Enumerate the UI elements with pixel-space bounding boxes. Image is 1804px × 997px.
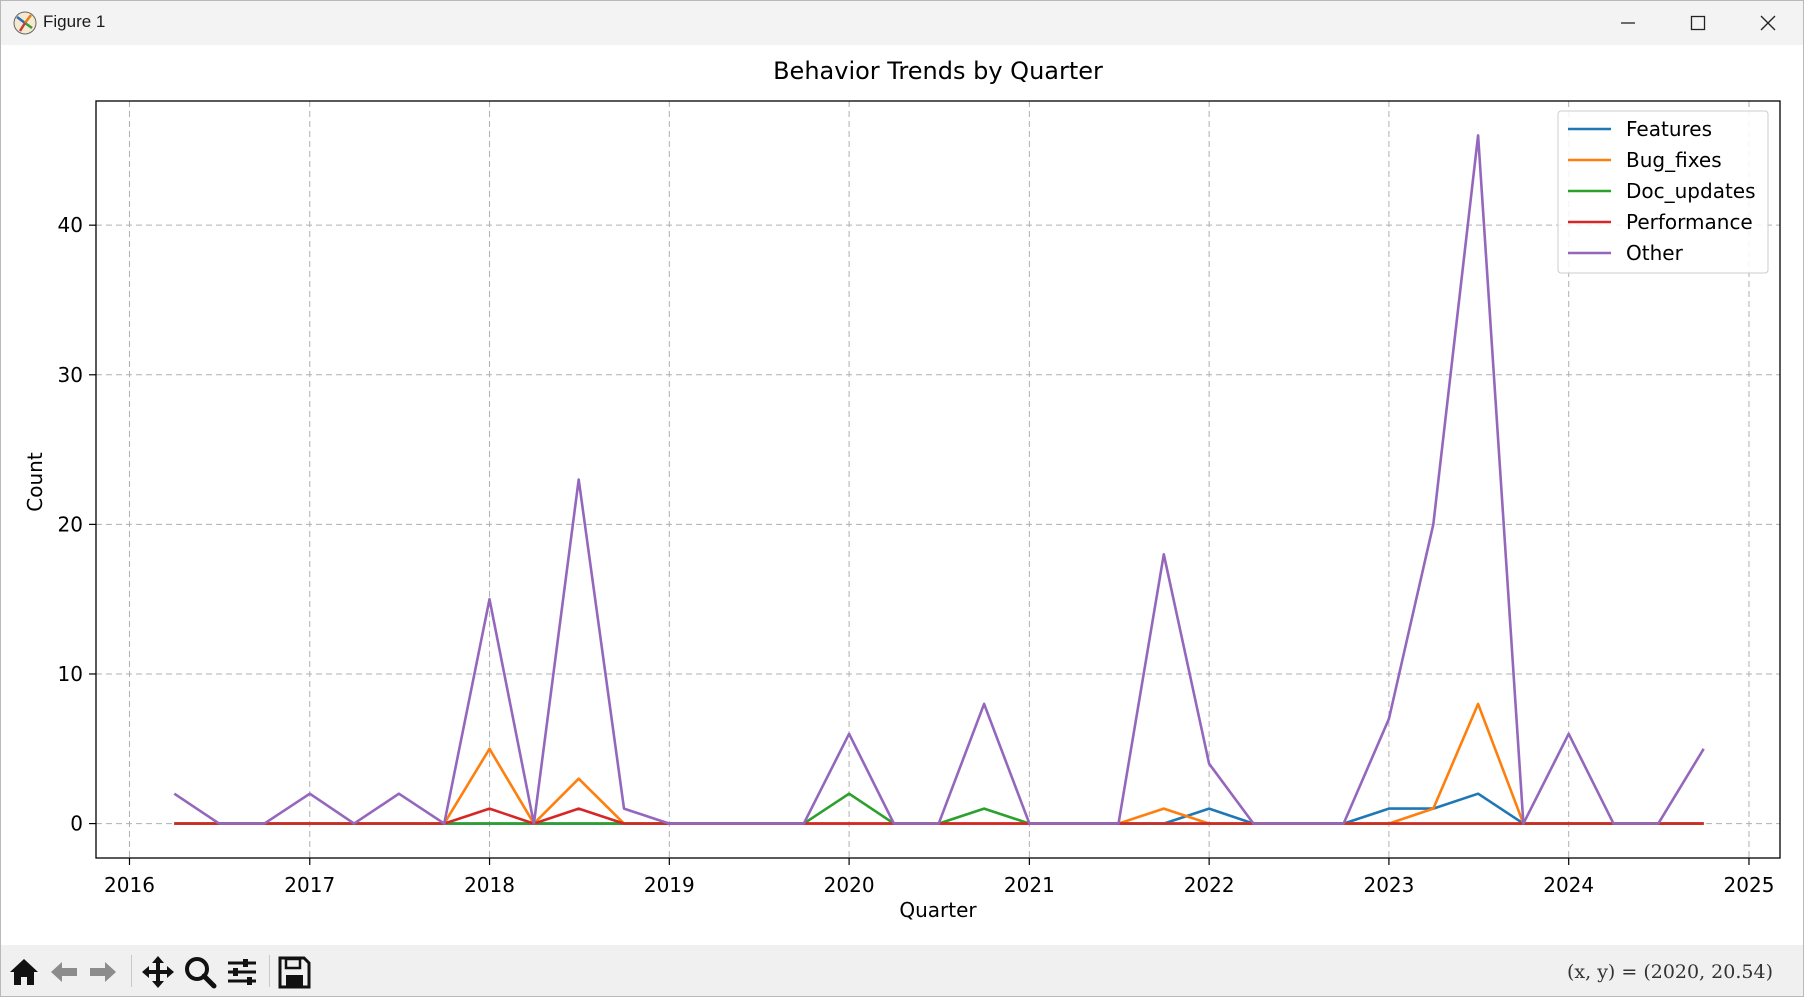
- x-tick-label: 2021: [1004, 873, 1055, 897]
- configure-subplots-icon: [228, 959, 256, 985]
- series-line-other: [173, 134, 1705, 825]
- configure-subplots-button[interactable]: [223, 953, 261, 991]
- x-tick-label: 2024: [1543, 873, 1594, 897]
- close-icon: [1760, 15, 1776, 31]
- x-tick-label: 2025: [1724, 873, 1775, 897]
- x-tick-label: 2016: [104, 873, 155, 897]
- title-bar: Figure 1: [1, 1, 1803, 45]
- navigation-toolbar: (x, y) = (2020, 20.54): [1, 945, 1803, 996]
- close-button[interactable]: [1733, 1, 1803, 45]
- back-button[interactable]: [45, 953, 83, 991]
- y-tick-label: 0: [70, 812, 83, 836]
- x-axis-ticks: 2016 2017 2018 2019 2020 2021 2022 2023 2024 2025: [104, 858, 1774, 897]
- y-tick-label: 40: [58, 213, 83, 237]
- matplotlib-icon: [13, 11, 37, 35]
- forward-arrow-icon: [90, 962, 116, 982]
- x-tick-label: 2018: [464, 873, 515, 897]
- home-button[interactable]: [5, 953, 43, 991]
- x-tick-label: 2019: [644, 873, 695, 897]
- home-icon: [10, 959, 38, 985]
- legend-label: Performance: [1626, 210, 1753, 234]
- toolbar-separator: [131, 955, 132, 987]
- x-axis-label: Quarter: [899, 898, 977, 922]
- forward-button[interactable]: [84, 953, 122, 991]
- zoom-icon: [185, 957, 217, 989]
- legend-label: Bug_fixes: [1626, 148, 1722, 172]
- y-tick-label: 10: [58, 662, 83, 686]
- figure-canvas[interactable]: Behavior Trends by Quarter 2016 2017 2018 2…: [1, 45, 1803, 945]
- minimize-button[interactable]: [1593, 1, 1663, 45]
- legend-frame: [1557, 110, 1769, 274]
- zoom-button[interactable]: [181, 953, 219, 991]
- x-tick-label: 2023: [1363, 873, 1414, 897]
- y-tick-label: 30: [58, 363, 83, 387]
- minimize-icon: [1621, 22, 1635, 24]
- maximize-icon: [1690, 15, 1706, 31]
- chart: Behavior Trends by Quarter 2016 2017 2018 2…: [23, 57, 1781, 922]
- window-title: Figure 1: [43, 12, 106, 31]
- legend-label: Other: [1626, 241, 1684, 265]
- y-axis-ticks: 0 10 20 30 40: [58, 213, 96, 836]
- chart-title: Behavior Trends by Quarter: [773, 57, 1103, 85]
- y-axis-label: Count: [23, 452, 47, 512]
- save-button[interactable]: [275, 953, 313, 991]
- maximize-button[interactable]: [1663, 1, 1733, 45]
- series-line-bug-fixes: [174, 702, 1704, 825]
- pan-button[interactable]: [139, 953, 177, 991]
- grid: [96, 101, 1780, 858]
- x-tick-label: 2022: [1184, 873, 1235, 897]
- y-tick-label: 20: [58, 512, 83, 536]
- x-tick-label: 2020: [824, 873, 875, 897]
- save-icon: [278, 956, 311, 989]
- pan-icon: [142, 956, 174, 988]
- back-arrow-icon: [51, 962, 77, 982]
- legend: Features Bug_fixes Doc_updates Performance O…: [1557, 110, 1769, 274]
- legend-label: Doc_updates: [1626, 179, 1756, 203]
- series-lines: [173, 134, 1705, 825]
- axes-frame: [95, 100, 1781, 859]
- legend-label: Features: [1626, 117, 1712, 141]
- toolbar-separator: [269, 955, 270, 987]
- x-tick-label: 2017: [284, 873, 335, 897]
- coordinate-readout: (x, y) = (2020, 20.54): [1566, 961, 1773, 983]
